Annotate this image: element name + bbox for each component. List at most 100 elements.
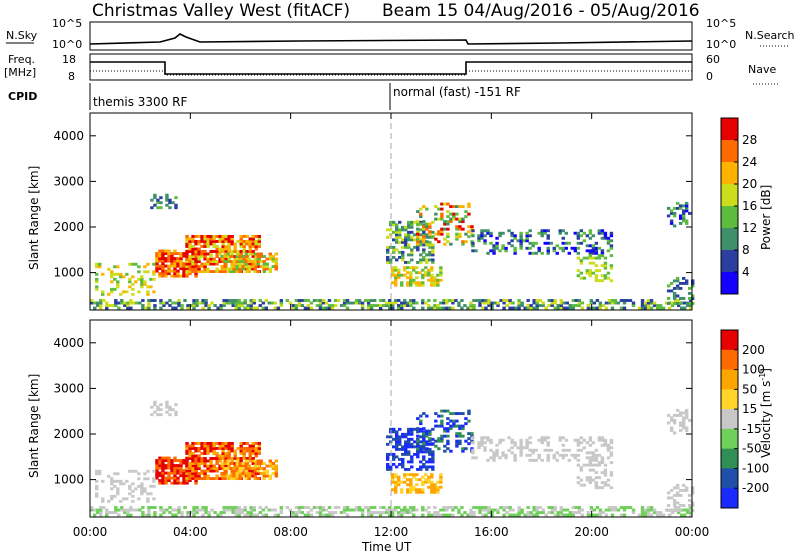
echo-cell [258, 511, 262, 514]
echo-cell [173, 459, 177, 462]
echo-cell [179, 469, 183, 473]
echo-cell [436, 278, 440, 282]
echo-cell [203, 441, 207, 445]
echo-cell [394, 508, 398, 512]
echo-cell [247, 477, 251, 481]
echo-cell [427, 268, 431, 272]
echo-cell [458, 427, 462, 431]
echo-cell [394, 490, 398, 494]
echo-cell [192, 508, 196, 512]
echo-cell [681, 211, 686, 215]
echo-cell [164, 252, 168, 255]
echo-cell [501, 231, 505, 235]
echo-cell [421, 483, 425, 487]
echo-cell [384, 511, 389, 514]
echo-cell [591, 251, 596, 255]
echo-cell [391, 306, 395, 310]
echo-cell [191, 257, 195, 261]
echo-cell [200, 477, 204, 481]
echo-cell [131, 275, 135, 279]
echo-cell [591, 246, 596, 250]
echo-cell [300, 506, 305, 509]
echo-cell [397, 273, 401, 277]
echo-cell [233, 469, 237, 473]
echo-cell [182, 262, 186, 266]
echo-cell [174, 403, 178, 407]
echo-cell [588, 463, 593, 467]
echo-cell [480, 231, 484, 235]
nave-tick-top: 60 [706, 53, 720, 66]
echo-cell [395, 430, 399, 434]
echo-cell [182, 267, 186, 271]
echo-cell [427, 511, 431, 514]
echo-cell [186, 304, 190, 307]
echo-cell [610, 508, 615, 512]
echo-cell [606, 456, 611, 460]
echo-cell [424, 266, 428, 270]
echo-cell [165, 400, 169, 404]
echo-cell [427, 271, 431, 275]
echo-cell [528, 241, 532, 245]
freq-panel: Freq. [MHz] 18 8 60 0 Nave [4, 53, 780, 85]
echo-cell [603, 274, 608, 278]
echo-cell [203, 252, 207, 256]
echo-cell [219, 511, 223, 514]
echo-cell [410, 258, 414, 262]
echo-cell [510, 446, 514, 450]
echo-cell [117, 301, 121, 305]
echo-cell [200, 245, 204, 248]
echo-cell [268, 270, 273, 274]
echo-cell [428, 258, 432, 262]
echo-cell [681, 426, 686, 430]
echo-cell [672, 206, 677, 210]
echo-cell [168, 511, 172, 514]
echo-cell [248, 262, 252, 266]
echo-cell [543, 438, 547, 442]
echo-cell [439, 508, 443, 512]
echo-cell [242, 447, 246, 450]
echo-cell [248, 240, 252, 243]
echo-cell [258, 506, 262, 509]
echo-cell [153, 506, 157, 509]
echo-cell [579, 483, 584, 487]
echo-cell [398, 233, 402, 237]
echo-cell [472, 304, 476, 307]
echo-cell [412, 278, 416, 282]
echo-cell [324, 306, 329, 310]
echo-cell [147, 513, 151, 517]
echo-cell [589, 508, 594, 512]
echo-cell [182, 471, 186, 475]
echo-cell [681, 276, 686, 280]
echo-cell [117, 513, 121, 517]
echo-cell [369, 506, 374, 509]
echo-cell [238, 469, 242, 473]
echo-cell [540, 436, 544, 440]
echo-cell [173, 272, 177, 276]
echo-cell [330, 513, 335, 517]
echo-cell [597, 229, 602, 233]
echo-cell [333, 304, 338, 307]
echo-cell [391, 513, 395, 517]
echo-cell [366, 508, 371, 512]
echo-cell [552, 456, 556, 460]
echo-cell [385, 455, 390, 459]
echo-cell [224, 447, 228, 450]
echo-cell [174, 410, 178, 414]
echo-cell [204, 301, 208, 305]
echo-cell [128, 280, 132, 284]
echo-cell [690, 509, 695, 512]
echo-cell [212, 447, 216, 450]
echo-cell [224, 234, 228, 238]
echo-cell [588, 269, 593, 273]
echo-cell [588, 456, 593, 460]
echo-cell [446, 434, 450, 438]
echo-cell [455, 434, 459, 438]
echo-cell [167, 269, 171, 273]
echo-cell [224, 240, 228, 243]
echo-cell [394, 485, 398, 489]
echo-cell [194, 471, 198, 475]
echo-cell [155, 471, 159, 475]
echo-cell [579, 448, 584, 452]
echo-cell [675, 276, 680, 280]
